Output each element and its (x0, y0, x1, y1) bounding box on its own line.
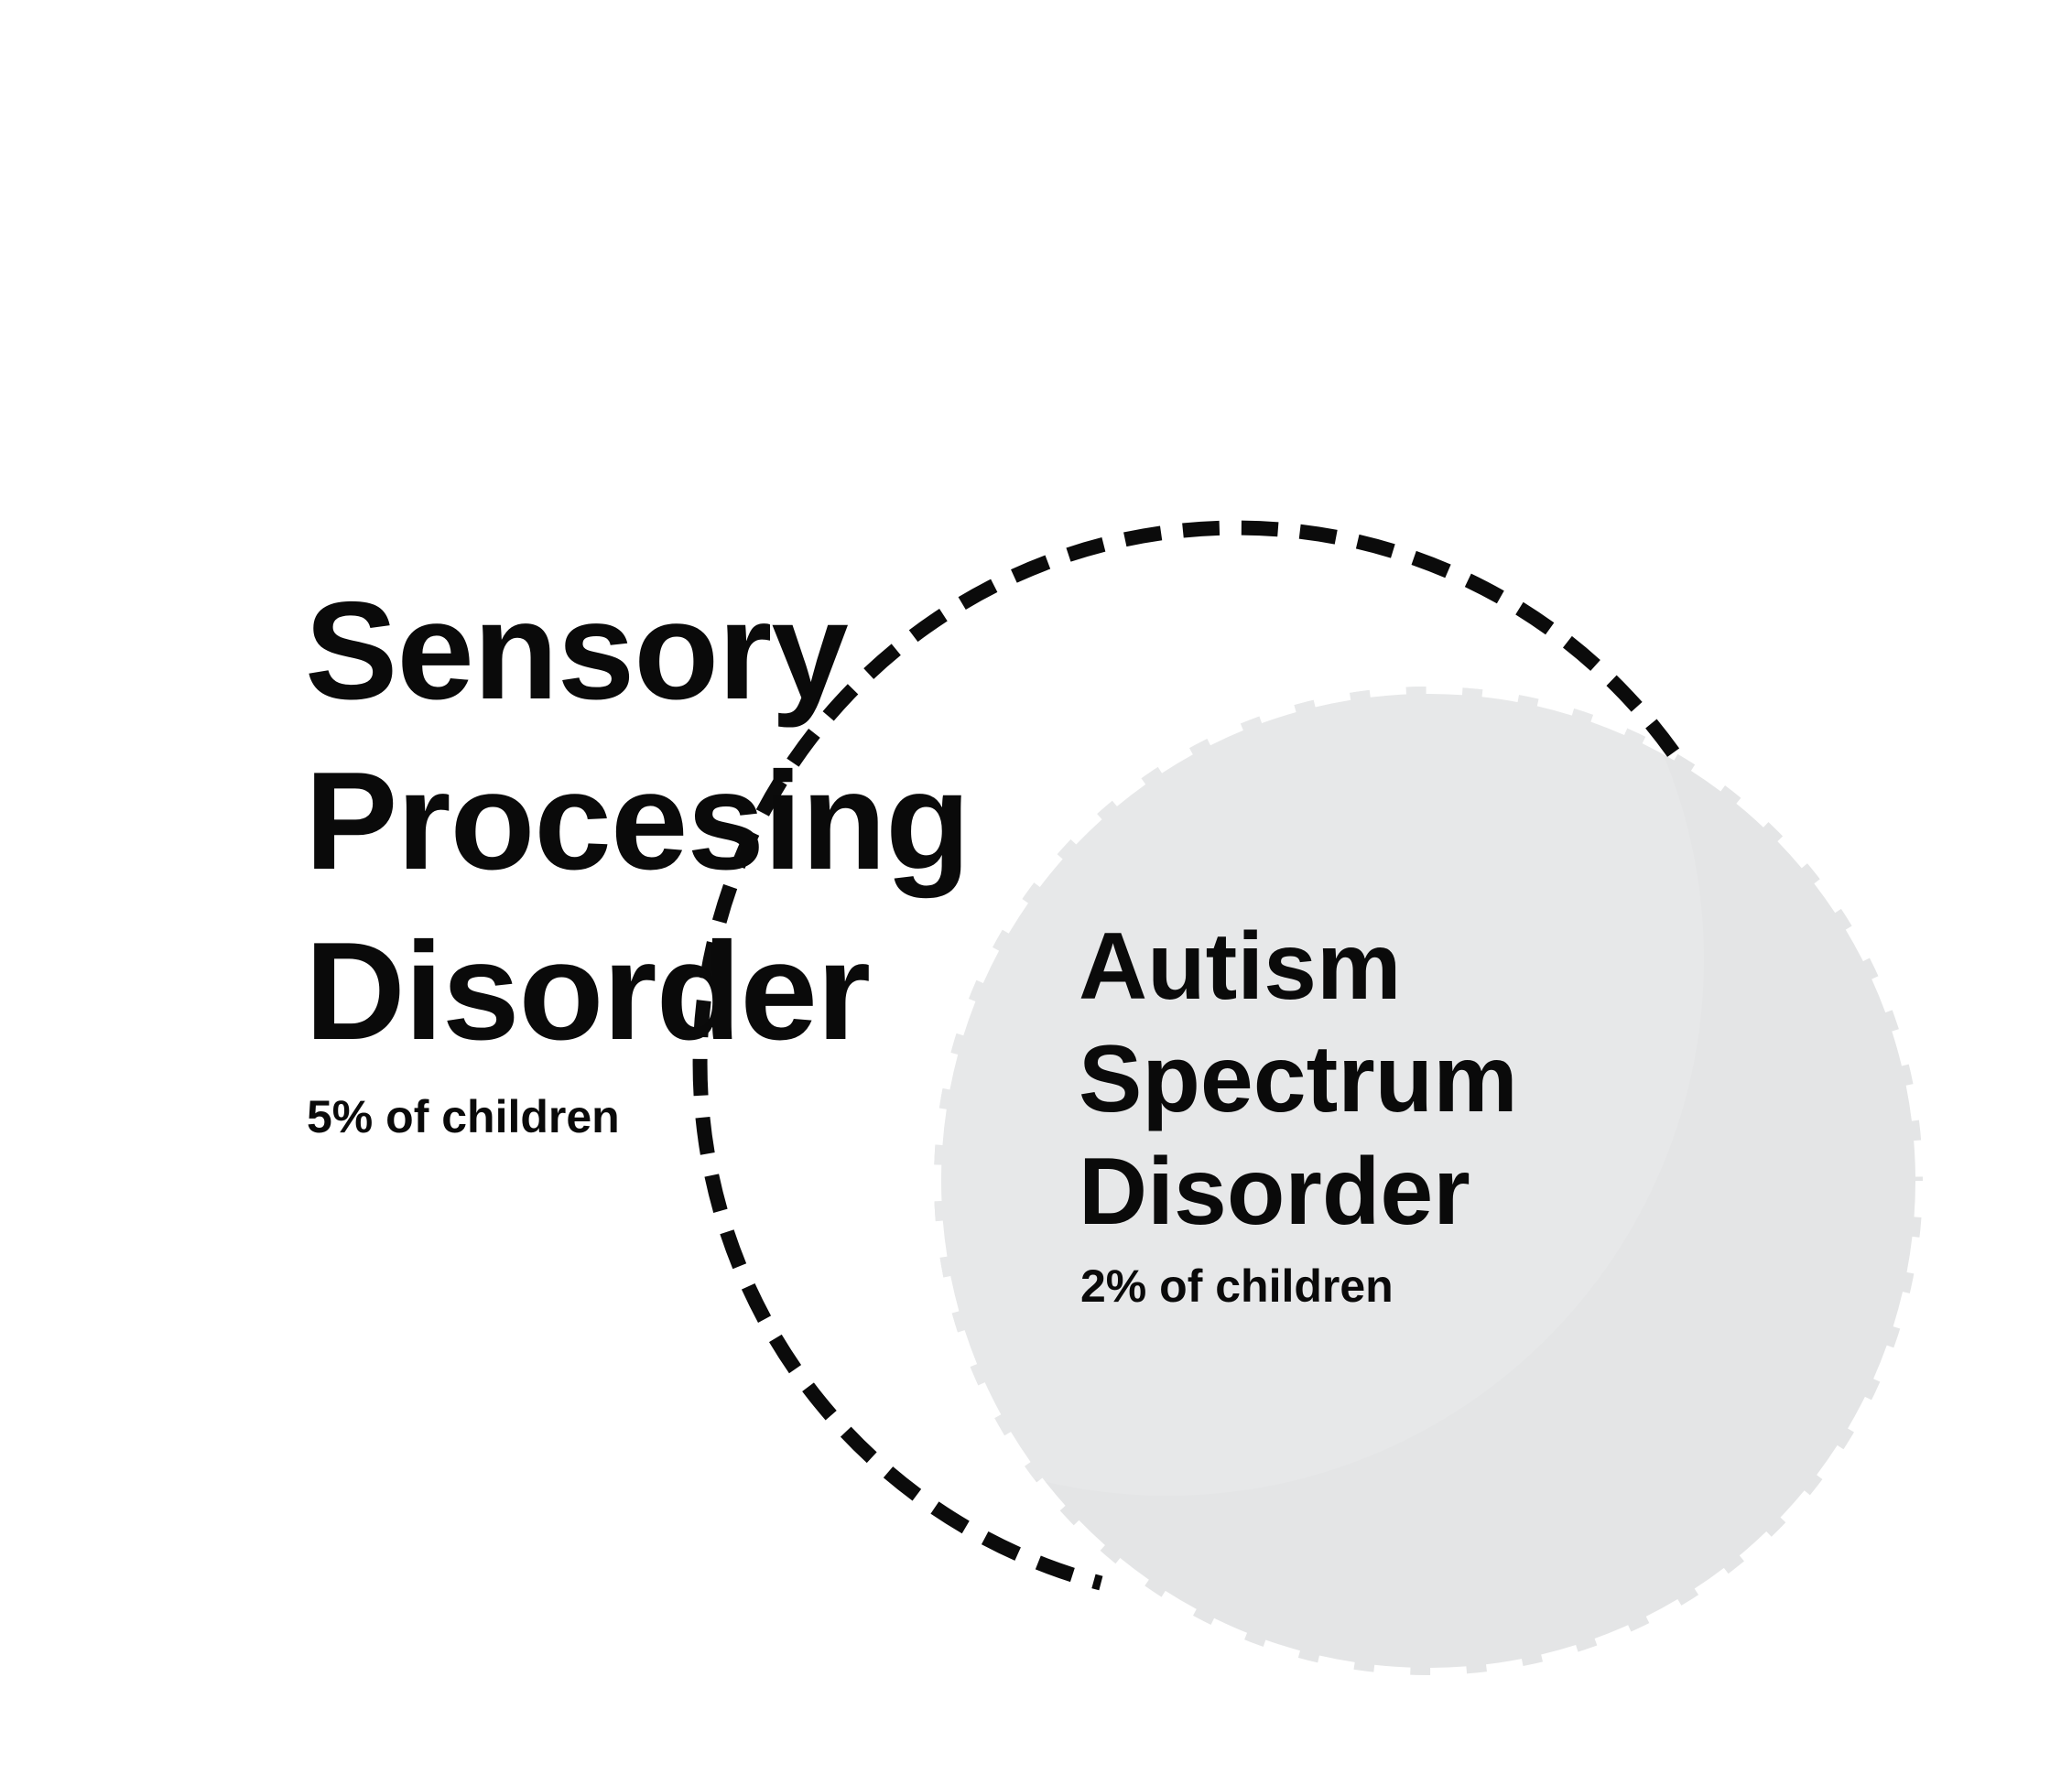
spd-label: Sensory Procesing Disorder (305, 566, 1001, 1076)
spd-label-line: Disorder (305, 914, 871, 1069)
spd-label-line: Procesing (305, 743, 971, 899)
asd-dashed-boundary (927, 679, 1930, 1682)
asd-stat: 2% of children (1080, 1260, 1394, 1312)
asd-label-line: Autism (1079, 914, 1402, 1020)
asd-label: Autism Spectrum Disorder (1079, 911, 1719, 1249)
spd-stat: 5% of children (307, 1091, 620, 1142)
spd-dashed-boundary (692, 520, 1680, 1591)
asd-label-line: Disorder (1079, 1139, 1470, 1245)
asd-label-line: Spectrum (1079, 1026, 1518, 1132)
spd-label-line: Sensory (305, 573, 849, 729)
